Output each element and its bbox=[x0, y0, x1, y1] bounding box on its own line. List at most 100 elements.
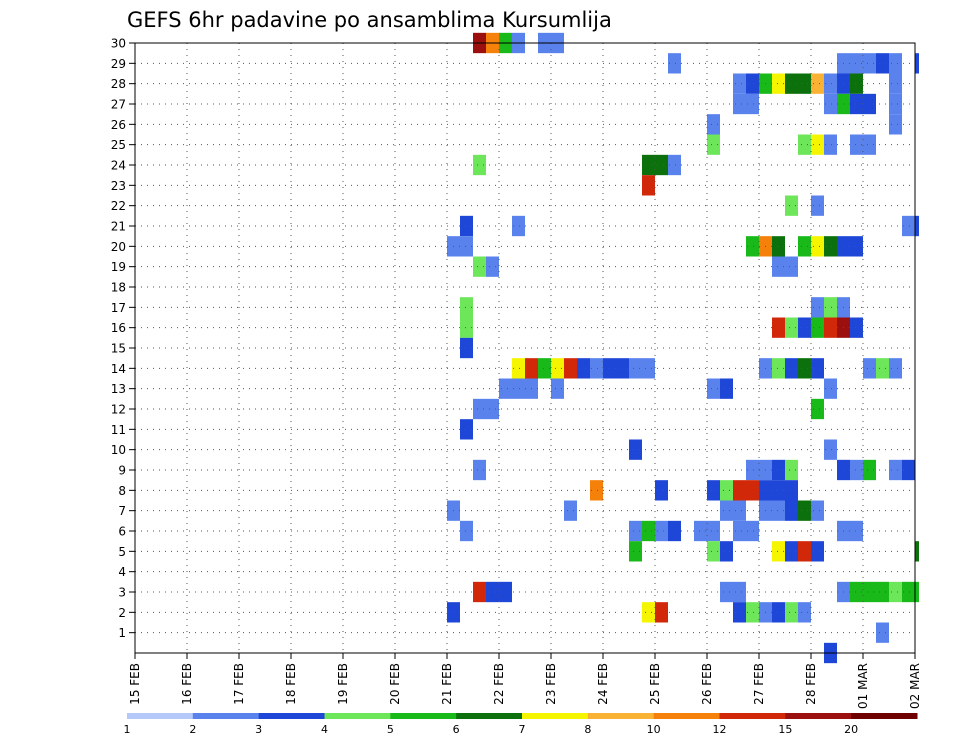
y-tick-label: 9 bbox=[118, 464, 126, 478]
y-tick-label: 16 bbox=[111, 321, 126, 335]
heatmap-cell bbox=[863, 53, 876, 74]
legend-label: 1 bbox=[124, 723, 131, 736]
heatmap-cell bbox=[889, 53, 902, 74]
heatmap-cell bbox=[811, 358, 824, 379]
heatmap-cell bbox=[798, 541, 811, 562]
heatmap-cell bbox=[785, 195, 798, 216]
heatmap-cell bbox=[655, 154, 668, 176]
y-tick-label: 11 bbox=[111, 423, 126, 437]
heatmap-cell bbox=[889, 114, 902, 135]
y-tick-label: 21 bbox=[111, 220, 126, 234]
legend-swatch bbox=[390, 713, 457, 719]
heatmap-cell bbox=[629, 520, 642, 542]
x-tick-label: 15 FEB bbox=[128, 663, 142, 705]
heatmap-cell bbox=[590, 358, 603, 379]
x-tick-label: 28 FEB bbox=[804, 663, 818, 705]
heatmap-cell bbox=[720, 480, 733, 501]
heatmap-cell bbox=[785, 358, 798, 379]
heatmap-cell bbox=[655, 520, 668, 542]
y-tick-label: 1 bbox=[118, 626, 126, 640]
heatmap-cell bbox=[707, 480, 720, 501]
x-tick-label: 19 FEB bbox=[336, 663, 350, 705]
heatmap-cell bbox=[694, 520, 707, 542]
heatmap-cell bbox=[733, 602, 746, 623]
y-tick-label: 14 bbox=[111, 362, 126, 376]
heatmap-cell bbox=[811, 398, 824, 420]
chart-title: GEFS 6hr padavine po ansamblima Kursumli… bbox=[127, 8, 612, 32]
heatmap-cell bbox=[720, 500, 733, 521]
y-tick-label: 10 bbox=[111, 443, 126, 457]
legend-swatch bbox=[587, 713, 655, 719]
heatmap-cell bbox=[915, 581, 919, 603]
heatmap-cell bbox=[707, 114, 720, 135]
heatmap-cell bbox=[655, 602, 668, 623]
heatmap-cell bbox=[590, 480, 603, 501]
legend-label: 10 bbox=[647, 723, 661, 736]
legend: 1 2 3 4 5 6 7 8 10 12 15 20 bbox=[124, 713, 918, 736]
heatmap-cell bbox=[772, 73, 785, 94]
heatmap-cell bbox=[460, 520, 473, 542]
heatmap-cell bbox=[460, 419, 473, 440]
y-tick-label: 4 bbox=[118, 565, 126, 579]
heatmap-cell bbox=[772, 358, 785, 379]
heatmap-cell bbox=[785, 317, 798, 338]
x-tick-label: 25 FEB bbox=[648, 663, 662, 705]
heatmap-cell bbox=[811, 73, 824, 94]
y-tick-label: 22 bbox=[111, 199, 126, 213]
grid-lines bbox=[135, 43, 915, 653]
heatmap-cell bbox=[499, 581, 512, 603]
heatmap-cell bbox=[551, 358, 564, 379]
heatmap-cell bbox=[889, 581, 902, 603]
legend-swatch bbox=[785, 713, 852, 719]
heatmap-cell bbox=[733, 73, 746, 94]
heatmap-cell bbox=[824, 378, 837, 399]
heatmap-cell bbox=[499, 378, 512, 399]
legend-swatch bbox=[456, 713, 523, 719]
heatmap-cell bbox=[460, 215, 473, 237]
heatmap-cell bbox=[798, 358, 811, 379]
legend-label: 12 bbox=[713, 723, 727, 736]
y-tick-label: 20 bbox=[111, 240, 126, 254]
heatmap-cell bbox=[785, 256, 798, 277]
y-tick-label: 28 bbox=[111, 77, 126, 91]
heatmap-cell bbox=[642, 154, 655, 176]
heatmap-cell bbox=[798, 317, 811, 338]
y-tick-label: 15 bbox=[111, 342, 126, 356]
heatmap-cell bbox=[824, 317, 837, 338]
heatmap-cell bbox=[577, 358, 590, 379]
heatmap-cell bbox=[850, 317, 863, 338]
x-axis: 15 FEB 16 FEB 17 FEB 18 FEB 19 FEB 20 FEB 21 F… bbox=[128, 653, 922, 709]
heatmap-cell bbox=[772, 480, 785, 501]
x-tick-label: 22 FEB bbox=[492, 663, 506, 705]
heatmap-cell bbox=[486, 581, 499, 603]
heatmap-cell bbox=[642, 520, 655, 542]
heatmap-cell bbox=[707, 134, 720, 155]
heatmap-cell bbox=[850, 73, 863, 94]
heatmap-cell bbox=[785, 500, 798, 521]
heatmap-cell bbox=[733, 500, 746, 521]
heatmap-cell bbox=[473, 459, 486, 481]
heatmap-cell bbox=[720, 581, 733, 603]
heatmap-cell bbox=[889, 459, 902, 481]
heatmap-cell bbox=[785, 73, 798, 94]
legend-swatch bbox=[522, 713, 589, 719]
heatmap-cell bbox=[876, 53, 889, 74]
heatmap-cell bbox=[512, 378, 525, 399]
heatmap-cell bbox=[642, 175, 655, 196]
heatmap-cell bbox=[642, 602, 655, 623]
x-tick-label: 01 MAR bbox=[856, 663, 870, 709]
heatmap-cell bbox=[824, 439, 837, 460]
y-tick-label: 23 bbox=[111, 179, 126, 193]
heatmap-cell bbox=[785, 480, 798, 501]
heatmap-cell bbox=[746, 93, 759, 115]
heatmap-cell bbox=[850, 53, 863, 74]
x-tick-label: 24 FEB bbox=[596, 663, 610, 705]
heatmap-cell bbox=[629, 439, 642, 460]
heatmap-cell bbox=[785, 602, 798, 623]
heatmap-cell bbox=[850, 459, 863, 481]
x-tick-label: 27 FEB bbox=[752, 663, 766, 705]
heatmap-cell bbox=[902, 459, 915, 481]
heatmap-cell bbox=[915, 541, 919, 562]
legend-swatch bbox=[719, 713, 786, 719]
legend-label: 8 bbox=[584, 723, 591, 736]
